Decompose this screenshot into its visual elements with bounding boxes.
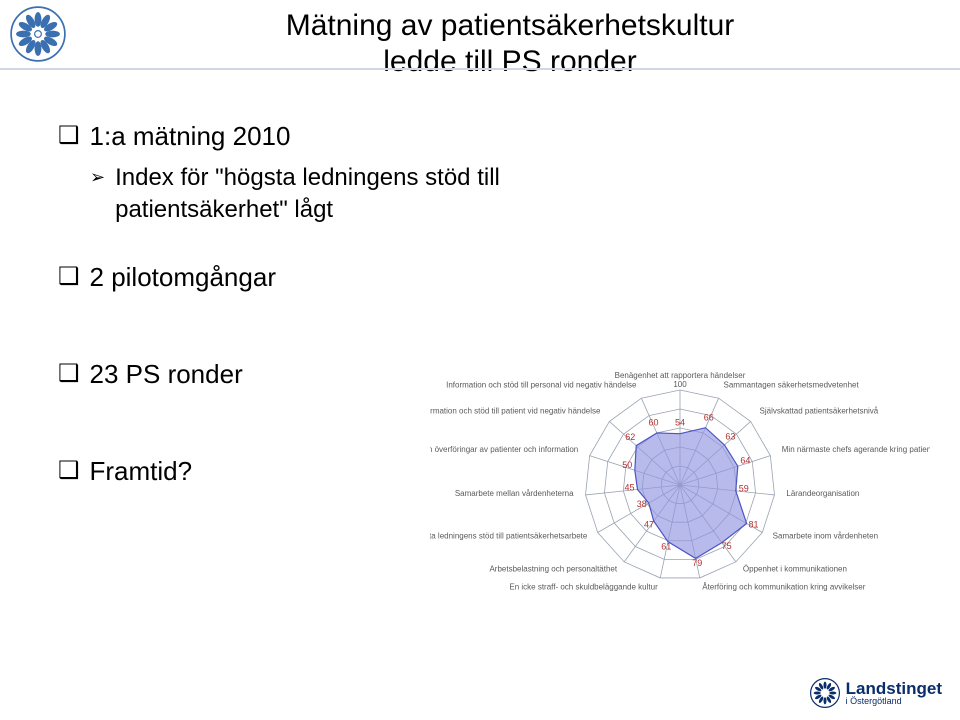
- radar-value-label: 64: [740, 456, 750, 466]
- radar-value-label: 61: [661, 542, 671, 552]
- radar-chart: Benägenhet att rapportera händelser 54 Sam…: [430, 315, 930, 655]
- title-line2: ledde till PS ronder: [383, 45, 636, 78]
- radar-value-label: 47: [644, 520, 654, 530]
- radar-axis-label: Min närmaste chefs agerande kring patien…: [782, 445, 930, 454]
- radar-axis-label: Benägenhet att rapportera händelser: [615, 371, 746, 380]
- bullet-1-text: 1:a mätning 2010: [90, 120, 291, 152]
- radar-axis-label: Högsta ledningens stöd till patientsäker…: [430, 532, 588, 541]
- footer-logo: Landstinget i Östergötland: [810, 678, 942, 708]
- radar-value-label: 38: [637, 499, 647, 509]
- snowflake-logo-icon: [10, 6, 66, 62]
- radar-axis-label: Samarbete inom vårdenheten: [773, 532, 878, 541]
- square-bullet-icon: ❑: [58, 261, 80, 293]
- square-bullet-icon: ❑: [58, 120, 80, 152]
- square-bullet-icon: ❑: [58, 455, 80, 487]
- bullet-4-text: Framtid?: [90, 455, 193, 487]
- top-bar: Mätning av patientsäkerhetskultur ledde …: [0, 0, 960, 68]
- radar-axis-label: En icke straff- och skuldbeläggande kult…: [509, 583, 658, 592]
- radar-value-label: 79: [692, 558, 702, 568]
- footer-snowflake-icon: [810, 678, 840, 708]
- radar-value-label: 60: [649, 418, 659, 428]
- radar-axis-label: Överlämningar och överföringar av patien…: [430, 445, 578, 454]
- radar-value-label: 45: [625, 482, 635, 492]
- radar-value-label: 81: [749, 519, 759, 529]
- radar-value-label: 66: [704, 412, 714, 422]
- svg-text:100: 100: [673, 380, 687, 389]
- radar-axis-label: Självskattad patientsäkerhetsnivå: [760, 406, 879, 415]
- radar-value-label: 54: [675, 418, 685, 428]
- square-bullet-icon: ❑: [58, 358, 80, 390]
- radar-value-label: 50: [622, 460, 632, 470]
- bullet-3-text: 23 PS ronder: [90, 358, 243, 390]
- title-line1: Mätning av patientsäkerhetskultur: [286, 9, 735, 42]
- radar-axis-label: Sammantagen säkerhetsmedvetenhet: [724, 380, 860, 389]
- slide: Mätning av patientsäkerhetskultur ledde …: [0, 0, 960, 720]
- arrow-bullet-icon: ➢: [90, 162, 105, 192]
- radar-value-label: 62: [625, 432, 635, 442]
- bullet-1a: ➢ Index för "högsta ledningens stöd till…: [58, 162, 578, 226]
- radar-svg: Benägenhet att rapportera händelser 54 Sam…: [430, 315, 930, 655]
- top-divider: [0, 68, 960, 70]
- radar-axis-label: Samarbete mellan vårdenheterna: [455, 489, 574, 498]
- bullet-1: ❑ 1:a mätning 2010: [58, 120, 578, 152]
- radar-axis-label: Återföring och kommunikation kring avvik…: [702, 583, 866, 592]
- radar-value-label: 63: [725, 432, 735, 442]
- radar-axis-label: Lärandeorganisation: [786, 489, 859, 498]
- bullet-1a-text: Index för "högsta ledningens stöd till p…: [115, 162, 578, 226]
- footer-text: Landstinget i Östergötland: [846, 680, 942, 706]
- radar-value-label: 59: [739, 484, 749, 494]
- bullet-2-text: 2 pilotomgångar: [90, 261, 276, 293]
- footer-main: Landstinget: [846, 680, 942, 697]
- radar-value-label: 75: [722, 541, 732, 551]
- radar-axis-label: Arbetsbelastning och personaltäthet: [489, 565, 617, 574]
- radar-axis-label: Information och stöd till personal vid n…: [446, 380, 637, 389]
- footer-sub: i Östergötland: [846, 697, 942, 706]
- radar-axis-label: Öppenhet i kommunikationen: [743, 565, 847, 574]
- radar-axis-label: Information och stöd till patient vid ne…: [430, 406, 601, 415]
- bullet-2: ❑ 2 pilotomgångar: [58, 261, 578, 293]
